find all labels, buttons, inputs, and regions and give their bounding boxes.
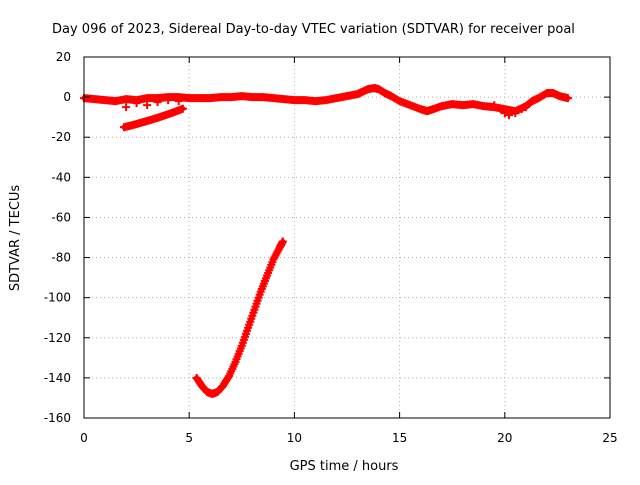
x-tick-label: 5 xyxy=(185,431,193,445)
y-tick-label: -160 xyxy=(44,411,71,425)
data-point xyxy=(143,101,152,110)
y-tick-label: -20 xyxy=(51,130,71,144)
y-tick-label: -140 xyxy=(44,371,71,385)
data-point xyxy=(174,97,183,106)
data-point xyxy=(500,109,509,118)
chart-title: Day 096 of 2023, Sidereal Day-to-day VTE… xyxy=(52,22,575,37)
data-point xyxy=(563,94,572,103)
y-tick-label: -80 xyxy=(51,251,71,265)
data-point xyxy=(521,103,530,112)
data-point xyxy=(496,105,505,114)
series-poal-arc-2 xyxy=(192,237,287,398)
grid xyxy=(84,57,610,418)
series-poal-main xyxy=(80,84,572,116)
x-tick-label: 0 xyxy=(80,431,88,445)
y-axis-label: SDTVAR / TECUs xyxy=(8,185,23,292)
y-tick-label: 20 xyxy=(56,50,71,64)
y-tick-label: 0 xyxy=(63,90,71,104)
series-poal-arc-1 xyxy=(119,104,187,132)
series-layer xyxy=(80,84,572,398)
y-tick-label: -60 xyxy=(51,210,71,224)
y-tick-label: -120 xyxy=(44,331,71,345)
data-point xyxy=(511,109,520,118)
series-poal-scatter-a xyxy=(111,96,530,120)
data-point xyxy=(164,96,173,105)
data-point xyxy=(505,111,514,120)
x-tick-label: 25 xyxy=(602,431,617,445)
data-point xyxy=(111,97,120,106)
ticks: 0 5 10 15 20 25 20 0 -20 -40 -60 -80 -100 -120 -140 -16… xyxy=(44,50,618,445)
data-point xyxy=(153,98,162,107)
plot-frame xyxy=(83,56,611,419)
x-tick-label: 15 xyxy=(392,431,407,445)
x-tick-label: 10 xyxy=(287,431,302,445)
y-tick-label: -100 xyxy=(44,291,71,305)
x-axis-label: GPS time / hours xyxy=(290,459,399,474)
data-point xyxy=(517,105,526,114)
y-tick-label: -40 xyxy=(51,170,71,184)
x-tick-label: 20 xyxy=(497,431,512,445)
data-point xyxy=(278,237,287,246)
data-point xyxy=(178,104,187,113)
data-point xyxy=(122,103,131,112)
data-point xyxy=(132,99,141,108)
data-point xyxy=(490,101,499,110)
